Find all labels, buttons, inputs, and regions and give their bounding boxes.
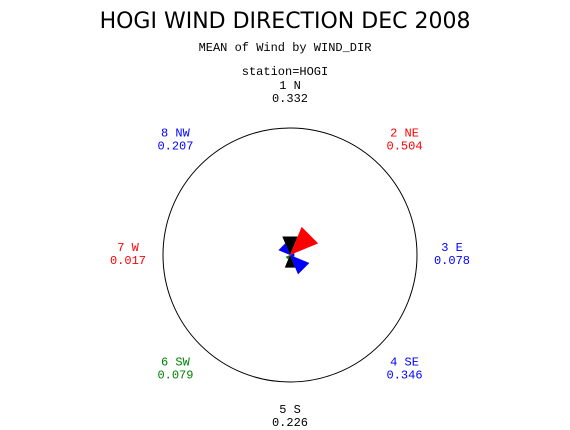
- wedge: [290, 253, 295, 257]
- value-label: 0.079: [157, 369, 193, 383]
- wedge: [285, 255, 290, 260]
- wedge: [284, 255, 296, 268]
- direction-label: 8 NW: [161, 127, 191, 141]
- wedge: [289, 254, 290, 256]
- outer-circle: [162, 127, 418, 383]
- value-label: 0.332: [272, 92, 308, 106]
- wedge: [290, 226, 319, 255]
- value-label: 0.346: [387, 369, 423, 383]
- station-label: station=HOGI: [242, 65, 328, 79]
- direction-label: 2 NE: [390, 127, 419, 141]
- direction-label: 5 S: [279, 403, 301, 417]
- wedge: [290, 255, 310, 275]
- wedge: [278, 243, 290, 255]
- direction-label: 3 E: [441, 241, 463, 255]
- direction-label: 4 SE: [390, 356, 419, 370]
- wedge: [282, 236, 298, 255]
- chart-title: HOGI WIND DIRECTION DEC 2008: [100, 9, 471, 34]
- direction-label: 1 N: [279, 79, 301, 93]
- value-label: 0.017: [110, 254, 146, 268]
- value-label: 0.504: [387, 140, 423, 154]
- value-label: 0.226: [272, 416, 308, 430]
- value-label: 0.207: [157, 140, 193, 154]
- chart-subtitle: MEAN of Wind by WIND_DIR: [199, 41, 372, 55]
- value-label: 0.078: [434, 254, 470, 268]
- direction-label: 7 W: [117, 241, 139, 255]
- direction-label: 6 SW: [161, 356, 191, 370]
